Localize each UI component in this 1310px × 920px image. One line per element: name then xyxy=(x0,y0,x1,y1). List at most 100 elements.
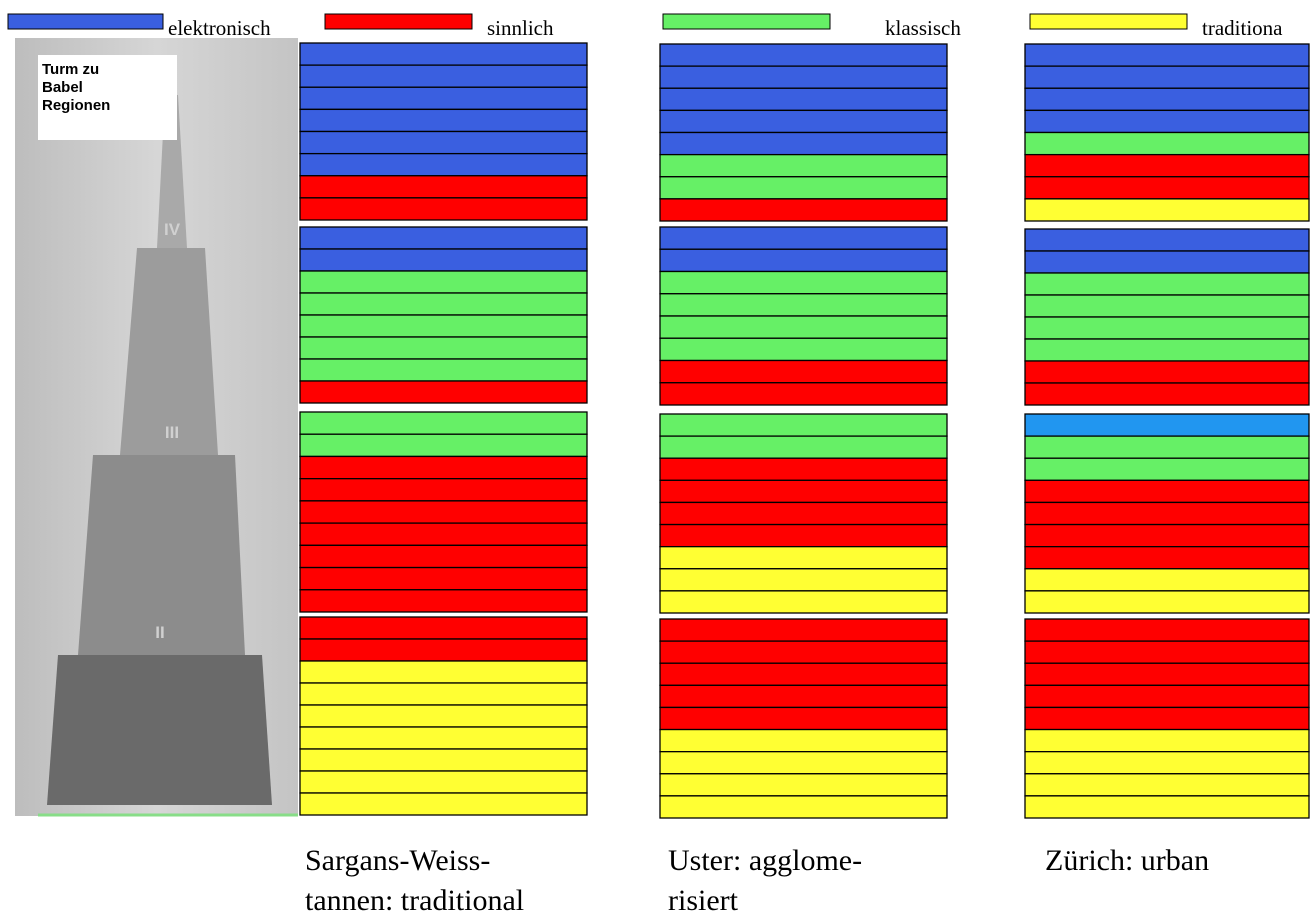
stripe xyxy=(1025,414,1309,436)
stripe xyxy=(660,155,947,177)
legend-label: elektronisch xyxy=(168,16,271,40)
stripe xyxy=(300,793,587,815)
stripe xyxy=(660,272,947,294)
stripe xyxy=(660,383,947,405)
stripe xyxy=(1025,730,1309,752)
stripe xyxy=(300,315,587,337)
stripe xyxy=(300,43,587,65)
tower-level-label: III xyxy=(165,423,179,442)
stripe xyxy=(300,293,587,315)
stripe xyxy=(300,87,587,109)
legend-swatch xyxy=(663,14,830,29)
stripe xyxy=(660,663,947,685)
stripe xyxy=(300,381,587,403)
legend-swatch xyxy=(325,14,472,29)
stripe xyxy=(1025,774,1309,796)
stripe xyxy=(300,523,587,545)
stripe xyxy=(300,456,587,478)
stripe xyxy=(300,479,587,501)
stripe xyxy=(660,133,947,155)
stripe xyxy=(300,132,587,154)
stripe xyxy=(300,501,587,523)
stripe xyxy=(1025,796,1309,818)
stripe xyxy=(660,752,947,774)
stripe xyxy=(1025,295,1309,317)
stripe xyxy=(1025,383,1309,405)
tower-title: Regionen xyxy=(42,97,110,114)
stripe xyxy=(660,110,947,132)
stripe xyxy=(1025,502,1309,524)
legend-swatch xyxy=(1030,14,1187,29)
stripe xyxy=(1025,229,1309,251)
column-label: Uster: agglome- xyxy=(668,844,862,877)
stripe xyxy=(660,436,947,458)
stripe xyxy=(300,639,587,661)
stripe xyxy=(1025,547,1309,569)
column-label: risiert xyxy=(668,884,739,917)
stripe xyxy=(1025,110,1309,132)
stripe xyxy=(660,685,947,707)
stripe xyxy=(660,294,947,316)
column-label: Zürich: urban xyxy=(1045,844,1209,877)
stripe xyxy=(300,249,587,271)
tower-level-label: IV xyxy=(164,220,181,239)
stripe xyxy=(300,590,587,612)
stripe xyxy=(660,525,947,547)
stripe xyxy=(300,683,587,705)
stripe xyxy=(660,249,947,271)
stripe xyxy=(660,227,947,249)
stripe xyxy=(300,154,587,176)
stripe xyxy=(300,65,587,87)
tower-level-label: II xyxy=(155,623,164,642)
tower-title: Babel xyxy=(42,79,83,96)
stripe xyxy=(1025,133,1309,155)
stripe xyxy=(1025,66,1309,88)
stripe xyxy=(1025,752,1309,774)
stripe xyxy=(300,109,587,131)
stripe xyxy=(300,434,587,456)
stripe xyxy=(1025,361,1309,383)
stripe xyxy=(1025,641,1309,663)
stripe xyxy=(1025,88,1309,110)
stripe xyxy=(300,545,587,567)
stripe xyxy=(660,458,947,480)
stripe xyxy=(1025,707,1309,729)
stripe xyxy=(660,774,947,796)
stripe xyxy=(300,176,587,198)
legend-label: sinnlich xyxy=(487,16,554,40)
stripe xyxy=(300,727,587,749)
legend-label: klassisch xyxy=(885,16,961,40)
stripe xyxy=(660,66,947,88)
stripe xyxy=(660,361,947,383)
stripe xyxy=(300,412,587,434)
stripe xyxy=(1025,569,1309,591)
stripe xyxy=(660,796,947,818)
stripe xyxy=(1025,480,1309,502)
column-label: tannen: traditional xyxy=(305,884,524,917)
stripe xyxy=(660,414,947,436)
stripe xyxy=(1025,199,1309,221)
stripe xyxy=(660,591,947,613)
stripe xyxy=(660,502,947,524)
legend-swatch xyxy=(8,14,163,29)
stripe xyxy=(660,44,947,66)
stripe xyxy=(660,547,947,569)
diagram: elektronischsinnlichklassischtraditionaT… xyxy=(0,0,1310,920)
stripe xyxy=(300,359,587,381)
stripe xyxy=(300,771,587,793)
stripe xyxy=(300,271,587,293)
stripe xyxy=(1025,525,1309,547)
stripe xyxy=(660,316,947,338)
stripe xyxy=(300,749,587,771)
stripe xyxy=(1025,251,1309,273)
stripe xyxy=(1025,273,1309,295)
stripe xyxy=(1025,436,1309,458)
page: { "legend": [ {"label": "elektronisch", … xyxy=(0,0,1310,920)
stripe xyxy=(1025,177,1309,199)
stripe xyxy=(1025,339,1309,361)
stripe xyxy=(1025,44,1309,66)
stripe xyxy=(1025,317,1309,339)
stripe xyxy=(660,641,947,663)
stripe xyxy=(1025,685,1309,707)
tower-title: Turm zu xyxy=(42,61,99,78)
